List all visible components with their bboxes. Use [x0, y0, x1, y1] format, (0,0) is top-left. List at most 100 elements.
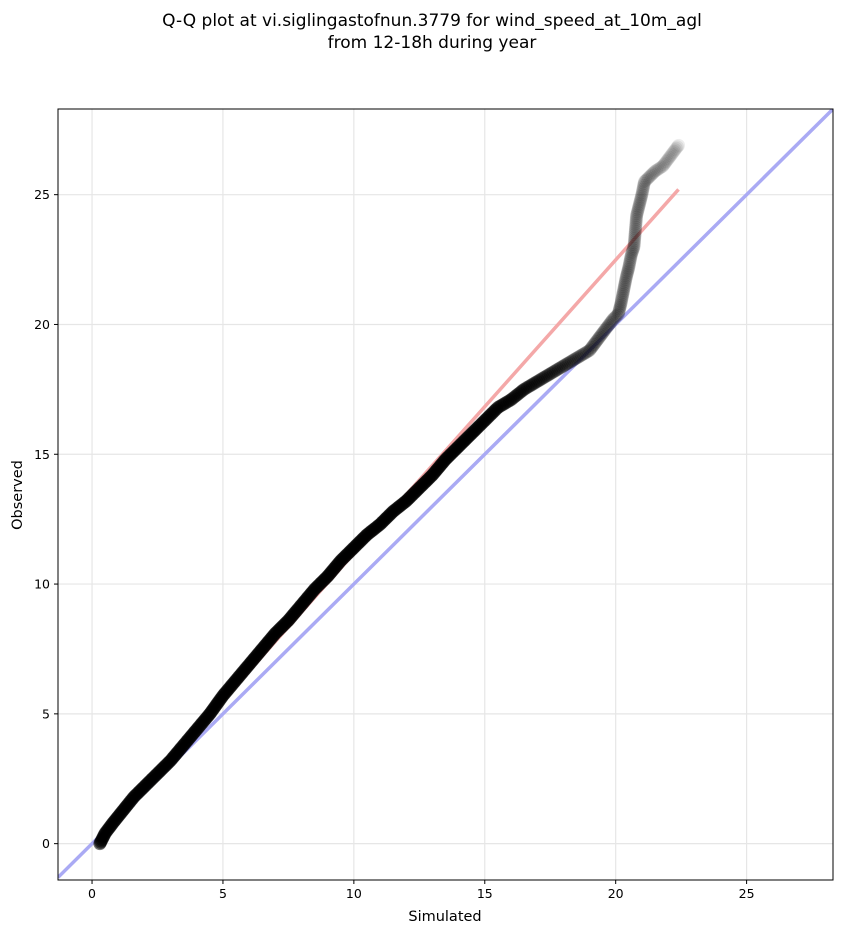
quantile-point — [669, 141, 683, 155]
quantile-point — [595, 327, 609, 341]
quantile-point — [594, 329, 608, 343]
quantile-point — [616, 286, 630, 300]
quantile-point — [663, 150, 677, 164]
quantile-point — [524, 378, 538, 392]
quantile-point — [556, 359, 570, 373]
quantile-point — [586, 339, 600, 353]
quantile-point — [656, 159, 670, 173]
quantile-point — [569, 351, 583, 365]
y-tick-label: 0 — [42, 836, 50, 851]
quantile-point — [618, 274, 632, 288]
quantile-point — [623, 255, 637, 269]
quantile-point — [629, 220, 643, 234]
y-tick-label: 20 — [34, 317, 50, 332]
quantile-point — [551, 362, 565, 376]
quantile-point — [628, 228, 642, 242]
quantile-point — [547, 365, 561, 379]
quantile-point — [504, 393, 518, 407]
quantile-point — [499, 396, 513, 410]
quantile-point — [658, 156, 672, 170]
quantile-point — [610, 308, 624, 322]
quantile-point — [599, 321, 613, 335]
quantile-point — [532, 374, 546, 388]
quantile-point — [639, 173, 653, 187]
quantile-point — [648, 164, 662, 178]
quantile-point — [616, 287, 630, 301]
quantile-point — [647, 166, 661, 180]
quantile-point — [540, 369, 554, 383]
quantile-point — [571, 350, 585, 364]
quantile-point — [579, 345, 593, 359]
quantile-point — [630, 208, 644, 222]
quantile-point — [486, 406, 500, 420]
quantile-point — [627, 238, 641, 252]
quantile-point — [511, 387, 525, 401]
quantile-point — [615, 293, 629, 307]
quantile-point — [628, 224, 642, 238]
quantile-point — [603, 317, 617, 331]
quantile-point — [613, 298, 627, 312]
quantile-point — [628, 226, 642, 240]
quantile-point — [585, 340, 599, 354]
quantile-point — [623, 253, 637, 267]
quantile-point — [650, 163, 664, 177]
quantile-point — [520, 380, 534, 394]
quantile-point — [627, 236, 641, 250]
quantile-point — [664, 149, 678, 163]
quantile-point — [589, 335, 603, 349]
quantile-point — [629, 216, 643, 230]
quantile-point — [624, 247, 638, 261]
quantile-point — [651, 162, 665, 176]
quantile-point — [625, 246, 639, 260]
x-tick-label: 10 — [346, 886, 362, 901]
quantile-point — [629, 218, 643, 232]
quantile-point — [597, 324, 611, 338]
quantile-point — [631, 205, 645, 219]
quantile-point — [629, 214, 643, 228]
quantile-point — [628, 230, 642, 244]
quantile-point — [600, 320, 614, 334]
quantile-point — [543, 367, 557, 381]
quantile-point — [635, 188, 649, 202]
quantile-point — [480, 411, 494, 425]
quantile-point — [605, 314, 619, 328]
quantile-point — [618, 276, 632, 290]
quantile-point — [563, 355, 577, 369]
quantile-point — [494, 399, 508, 413]
quantile-point — [502, 394, 516, 408]
quantile-point — [635, 186, 649, 200]
quantile-point — [617, 282, 631, 296]
quantile-point — [621, 262, 635, 276]
quantile-point — [613, 302, 627, 316]
quantile-point — [636, 180, 650, 194]
quantile-point — [624, 251, 638, 265]
x-tick-label: 20 — [608, 886, 624, 901]
quantile-point — [588, 336, 602, 350]
quantile-point — [553, 361, 567, 375]
quantile-point — [497, 397, 511, 411]
quantile-point — [659, 155, 673, 169]
quantile-point — [491, 401, 505, 415]
grid-lines — [58, 109, 833, 880]
quantile-point — [637, 178, 651, 192]
quantile-point — [490, 402, 504, 416]
quantile-point — [606, 312, 620, 326]
quantile-point — [633, 195, 647, 209]
quantile-point — [654, 160, 668, 174]
quantile-point — [667, 144, 681, 158]
quantile-point — [634, 191, 648, 205]
quantile-point — [618, 278, 632, 292]
quantile-point — [620, 267, 634, 281]
quantile-point — [612, 304, 626, 318]
quantile-point — [584, 342, 598, 356]
y-axis-label: Observed — [10, 460, 26, 530]
quantile-point — [629, 212, 643, 226]
quantile-point — [484, 407, 498, 421]
plot-area-frame — [57, 108, 834, 881]
quantile-point — [622, 260, 636, 274]
quantile-point — [620, 266, 634, 280]
quantile-point — [661, 152, 675, 166]
chart-title-line-1: Q-Q plot at vi.siglingastofnun.3779 for … — [162, 11, 702, 31]
quantile-point — [527, 377, 541, 391]
